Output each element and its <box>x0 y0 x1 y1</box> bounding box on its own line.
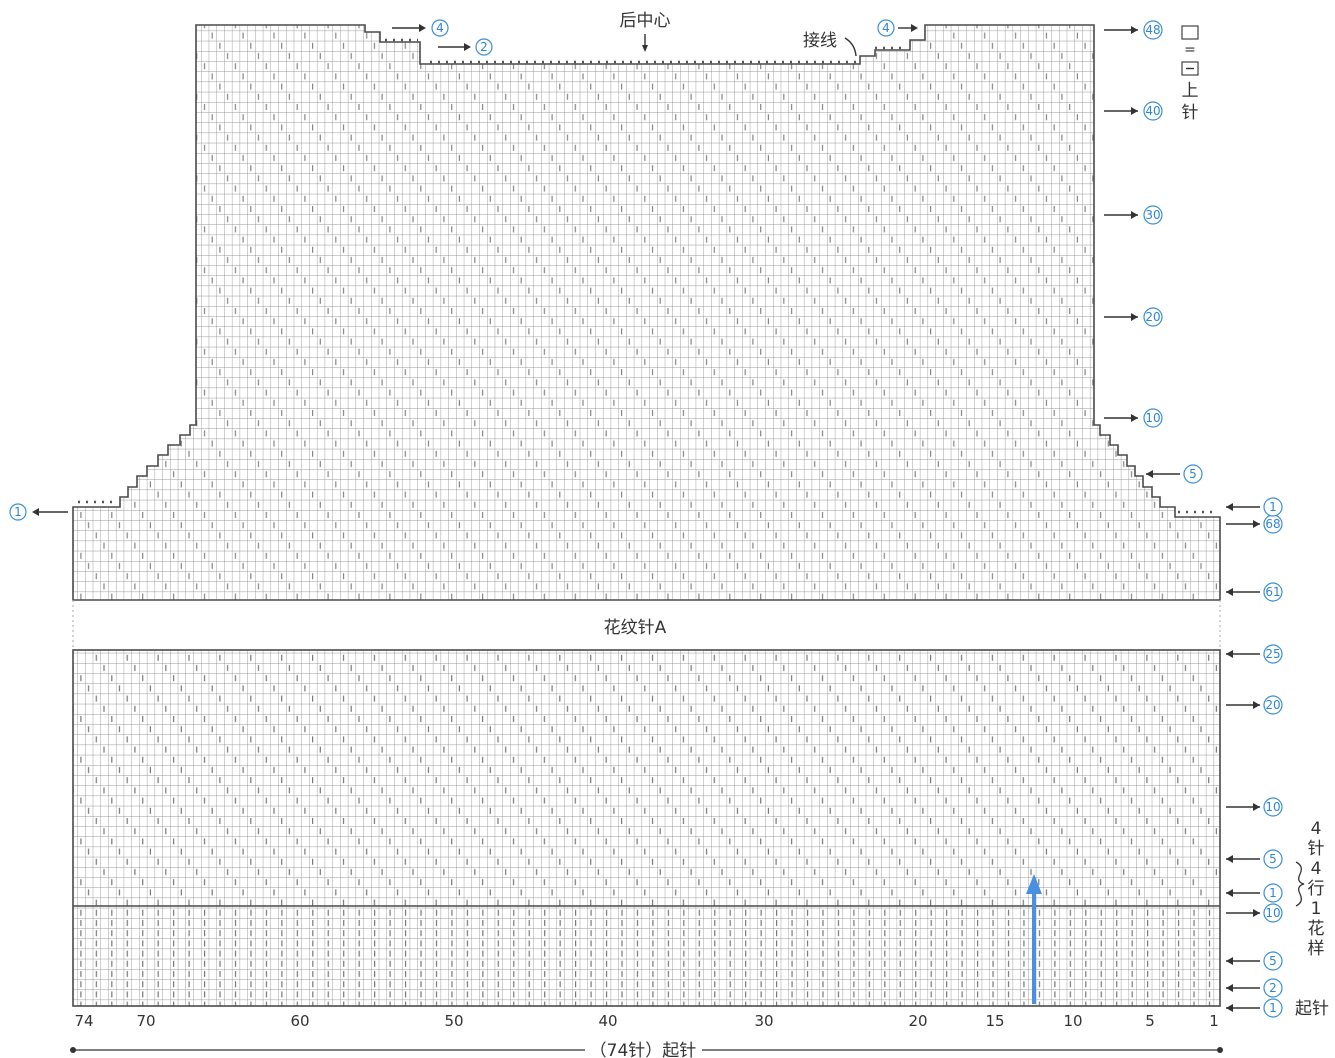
back-center-label: 后中心 <box>620 11 671 31</box>
shoulder-marker-right-top: 4 <box>877 19 918 37</box>
cast-on-label: 起针 <box>1295 999 1329 1019</box>
stitch-tick-50: 50 <box>444 1012 463 1030</box>
stitch-tick-74: 74 <box>74 1012 93 1030</box>
row-marker-lower-3-label: 10 <box>1265 906 1280 920</box>
svg-text:针: 针 <box>1308 839 1325 859</box>
pattern-name-label: 花纹针A <box>604 618 667 638</box>
svg-text:样: 样 <box>1308 939 1325 959</box>
stitch-tick-15: 15 <box>985 1012 1004 1030</box>
svg-text:4: 4 <box>436 21 444 35</box>
row-marker-upper-6: 30 <box>1104 205 1163 225</box>
shoulder-marker-left-top: 4 <box>392 19 449 37</box>
row-marker-lower-8: 25 <box>1226 644 1283 664</box>
row-marker-upper-4: 10 <box>1104 408 1163 428</box>
row-marker-upper-0: 61 <box>1226 582 1283 602</box>
row-marker-lower-6-label: 10 <box>1265 800 1280 814</box>
row-marker-upper-2: 1 <box>1226 497 1283 517</box>
row-marker-lower-1: 2 <box>1226 978 1283 998</box>
row-marker-upper-1: 68 <box>1226 514 1283 534</box>
upper-yoke-section <box>72 24 1221 601</box>
row-marker-lower-4-label: 1 <box>1269 886 1277 900</box>
row-marker-upper-5-label: 20 <box>1145 310 1160 324</box>
repeat-note: 4 针 4 行 1 花 样 <box>1295 819 1325 959</box>
stitch-tick-20: 20 <box>908 1012 927 1030</box>
row-marker-upper-7: 40 <box>1104 101 1163 121</box>
stitch-tick-60: 60 <box>290 1012 309 1030</box>
row-marker-upper-6-label: 30 <box>1145 208 1160 222</box>
row-marker-upper-1-label: 68 <box>1265 517 1280 531</box>
legend-text-2: 针 <box>1182 103 1199 123</box>
row-marker-lower-3: 10 <box>1226 903 1283 923</box>
row-marker-lower-5: 5 <box>1226 849 1283 869</box>
svg-text:花: 花 <box>1308 919 1325 939</box>
stitch-tick-40: 40 <box>598 1012 617 1030</box>
row-marker-lower-4: 1 <box>1226 883 1283 903</box>
left-side-row-marker: 1 <box>9 503 68 521</box>
row-marker-lower-0-label: 1 <box>1269 1001 1277 1015</box>
row-marker-upper-3: 5 <box>1146 464 1203 484</box>
neck-join-dotted-line <box>78 38 1218 514</box>
stitch-tick-1: 1 <box>1209 1012 1219 1030</box>
legend: = 上 针 <box>1181 25 1199 123</box>
row-marker-lower-7: 20 <box>1226 695 1283 715</box>
pattern-gap-band: 花纹针A <box>72 600 1221 650</box>
legend-knit-box <box>1181 25 1199 40</box>
stitch-tick-30: 30 <box>754 1012 773 1030</box>
row-marker-lower-5-label: 5 <box>1269 852 1277 866</box>
row-marker-upper-2-label: 1 <box>1269 500 1277 514</box>
stitch-number-axis: 74 70 60 50 40 30 20 15 10 5 1 <box>74 1012 1218 1030</box>
legend-text-1: 上 <box>1182 81 1199 101</box>
join-yarn-label: 接线 <box>803 31 837 51</box>
svg-text:4: 4 <box>882 21 890 35</box>
row-marker-upper-7-label: 40 <box>1145 104 1160 118</box>
row-marker-lower-2-label: 5 <box>1269 954 1277 968</box>
row-marker-lower-2: 5 <box>1226 951 1283 971</box>
svg-text:2: 2 <box>480 40 488 54</box>
row-marker-upper-8: 48 <box>1104 20 1163 40</box>
row-marker-lower-1-label: 2 <box>1269 981 1277 995</box>
row-marker-upper-0-label: 61 <box>1265 585 1280 599</box>
stitch-tick-10: 10 <box>1063 1012 1082 1030</box>
row-marker-lower-7-label: 20 <box>1265 698 1280 712</box>
stitch-tick-5: 5 <box>1145 1012 1155 1030</box>
stitch-tick-70: 70 <box>136 1012 155 1030</box>
row-marker-lower-0: 1 <box>1226 998 1283 1018</box>
row-marker-lower-6: 10 <box>1226 797 1283 817</box>
shoulder-marker-left-mid: 2 <box>438 38 493 56</box>
svg-text:1: 1 <box>1311 899 1322 919</box>
row-marker-upper-8-label: 48 <box>1145 23 1160 37</box>
row-marker-upper-5: 20 <box>1104 307 1163 327</box>
row-marker-lower-8-label: 25 <box>1265 647 1280 661</box>
svg-text:1: 1 <box>14 505 22 519</box>
svg-text:4: 4 <box>1311 819 1322 839</box>
svg-text:行: 行 <box>1308 879 1325 899</box>
lower-body-section <box>72 649 1221 1007</box>
row-marker-upper-3-label: 5 <box>1189 467 1197 481</box>
svg-text:4: 4 <box>1311 859 1322 879</box>
legend-equals: = <box>1184 42 1196 58</box>
total-width-line: （74针）起针 <box>70 1041 1223 1058</box>
knitting-direction-arrow <box>1026 874 1042 1004</box>
cast-on-total-label: （74针）起针 <box>590 1041 697 1058</box>
row-marker-upper-4-label: 10 <box>1145 411 1160 425</box>
